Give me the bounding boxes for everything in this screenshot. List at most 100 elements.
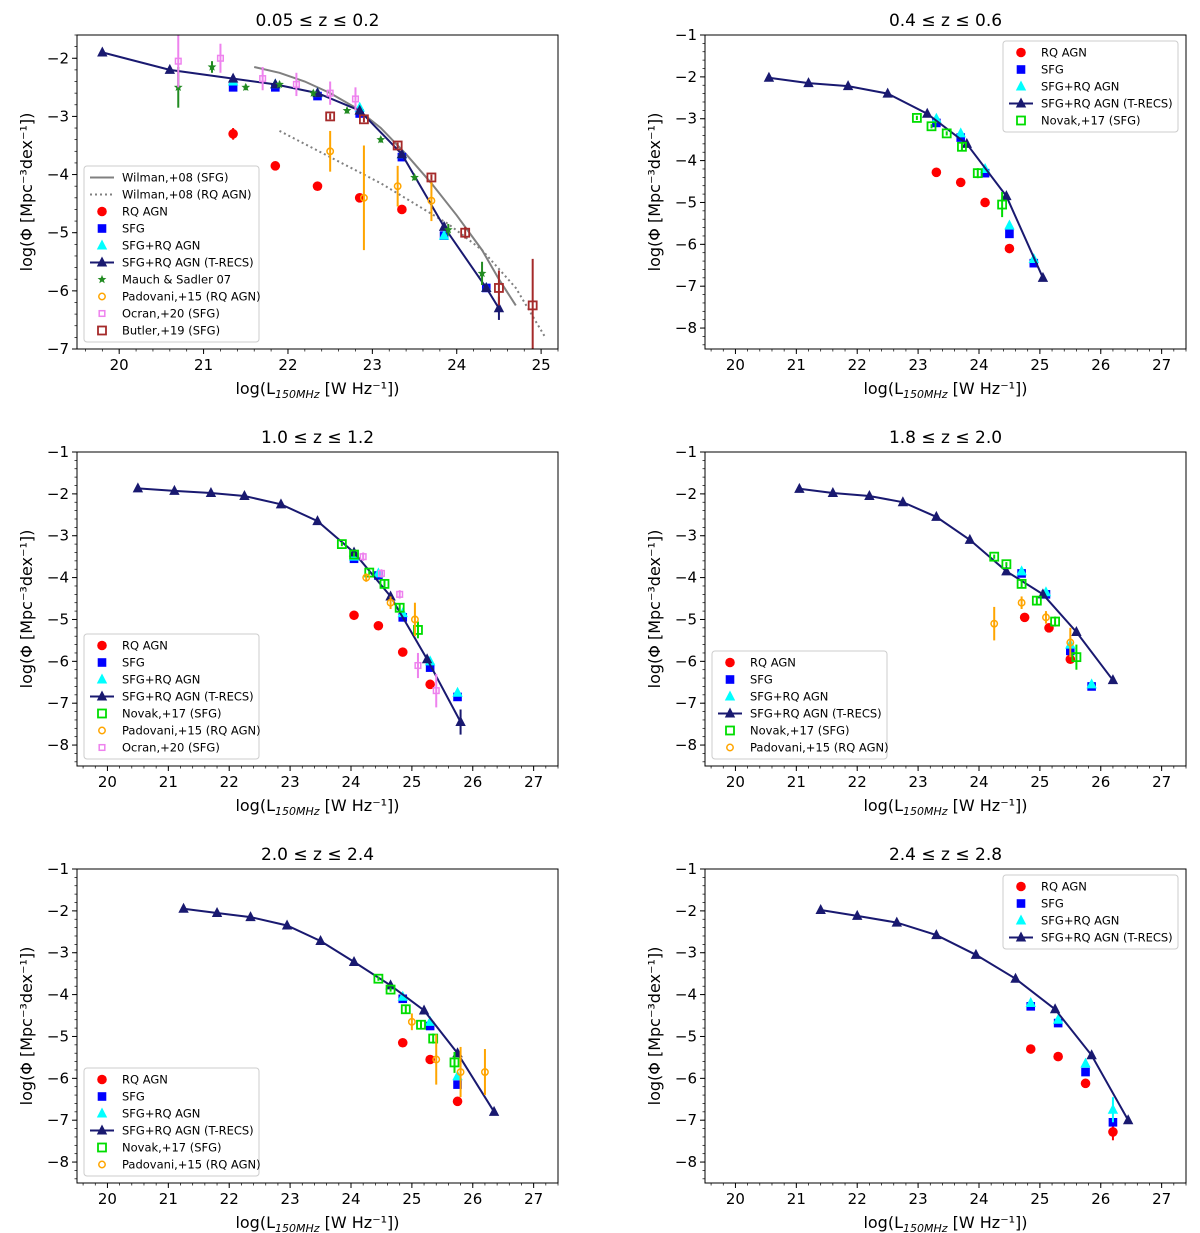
series-ocran xyxy=(174,35,360,111)
x-tick-label: 27 xyxy=(1152,356,1171,374)
series-rq-agn xyxy=(1025,1044,1118,1141)
legend-label: Novak,+17 (SFG) xyxy=(750,724,850,738)
data-point xyxy=(926,121,937,132)
panel-title: 2.4 ≤ z ≤ 2.8 xyxy=(889,845,1002,865)
data-point xyxy=(376,135,386,144)
data-point xyxy=(359,114,369,125)
legend-item: Wilman,+08 (SFG) xyxy=(90,171,228,185)
y-tick-label: −2 xyxy=(675,68,697,86)
y-axis: −8 −7 −6 −5 −4 −3 −2 −1 xyxy=(675,26,705,346)
y-tick-label: −5 xyxy=(675,1027,697,1045)
legend-label: SFG+RQ AGN xyxy=(122,1107,200,1121)
legend-box xyxy=(1002,40,1179,133)
data-point xyxy=(477,268,487,278)
x-axis-label-subscript: 150MHz xyxy=(903,1222,948,1233)
data-point xyxy=(827,487,839,498)
legend-label: SFG xyxy=(750,673,773,687)
legend-item: RQ AGN xyxy=(725,656,796,670)
legend-label: SFG xyxy=(122,1090,145,1104)
x-tick-label: 23 xyxy=(909,1190,928,1208)
data-point xyxy=(394,602,405,613)
data-point xyxy=(169,484,180,495)
series-padovani xyxy=(362,573,419,637)
data-point xyxy=(955,177,966,188)
data-layer xyxy=(794,482,1119,691)
data-point xyxy=(1086,1049,1097,1060)
y-tick-label: −2 xyxy=(675,902,697,920)
legend-marker xyxy=(97,1142,107,1153)
y-tick-label: −4 xyxy=(675,986,697,1004)
series-t-recs xyxy=(815,904,1134,1125)
series-line xyxy=(102,51,500,309)
panel-title: 2.0 ≤ z ≤ 2.4 xyxy=(261,845,374,865)
data-point xyxy=(325,111,336,122)
legend-marker xyxy=(98,1160,106,1169)
data-point xyxy=(342,105,352,115)
data-point xyxy=(1031,595,1042,606)
x-tick-label: 23 xyxy=(909,773,928,791)
legend-label: SFG+RQ AGN xyxy=(122,239,200,253)
y-tick-label: −7 xyxy=(47,694,69,712)
x-tick-label: 22 xyxy=(220,1190,239,1208)
data-point xyxy=(452,1096,463,1107)
data-point xyxy=(275,498,287,509)
data-point xyxy=(359,193,368,202)
y-tick-label: −4 xyxy=(47,166,69,184)
data-point xyxy=(882,87,893,98)
legend-label: SFG+RQ AGN (T-RECS) xyxy=(122,690,254,704)
x-tick-label: 20 xyxy=(726,773,745,791)
legend-label: SFG+RQ AGN (T-RECS) xyxy=(122,256,254,270)
y-tick-label: −8 xyxy=(675,1153,697,1171)
x-axis-label-subscript: 150MHz xyxy=(275,388,320,401)
data-point xyxy=(997,199,1008,210)
x-tick-label: 20 xyxy=(98,773,117,791)
legend-item: SFG+RQ AGN (T-RECS) xyxy=(1009,97,1173,111)
legend-label: SFG+RQ AGN xyxy=(1041,80,1119,94)
x-tick-label: 26 xyxy=(1091,1190,1110,1208)
data-point xyxy=(956,133,966,142)
data-point xyxy=(396,148,408,159)
data-point xyxy=(393,182,402,191)
x-axis-label-prefix: log(L xyxy=(235,796,275,815)
x-tick-label: 25 xyxy=(402,1190,421,1208)
legend-label: SFG xyxy=(1041,63,1064,77)
data-point xyxy=(132,482,144,493)
x-axis-label-prefix: log(L xyxy=(863,379,903,398)
x-tick-label: 24 xyxy=(969,356,988,374)
series-line xyxy=(279,130,547,338)
data-point xyxy=(481,281,492,292)
legend-label: SFG xyxy=(1041,897,1064,911)
data-point xyxy=(1037,271,1049,282)
legend-label: Wilman,+08 (SFG) xyxy=(122,171,228,185)
legend-label: RQ AGN xyxy=(1041,880,1087,894)
legend-label: SFG+RQ AGN (T-RECS) xyxy=(122,1124,254,1138)
y-tick-label: −2 xyxy=(47,49,69,67)
data-point xyxy=(1049,1003,1061,1014)
series-sfg-rq-agn xyxy=(1025,996,1119,1123)
legend-label: Novak,+17 (SFG) xyxy=(1041,114,1141,128)
legend-item: SFG+RQ AGN xyxy=(1015,914,1119,928)
data-point xyxy=(1016,578,1027,589)
series-line xyxy=(137,487,462,723)
legend-marker xyxy=(724,690,736,701)
y-tick-label: −6 xyxy=(675,235,697,253)
data-point xyxy=(326,147,335,156)
y-tick-label: −7 xyxy=(47,1111,69,1129)
legend: RQ AGN SFG SFG+RQ AGN SFG+RQ AGN (T-RECS) No… xyxy=(711,650,889,760)
data-point xyxy=(1016,565,1027,576)
x-axis: 20 21 22 23 24 25 26 27 xyxy=(710,766,1187,791)
y-tick-label: −7 xyxy=(675,1111,697,1129)
data-point xyxy=(460,227,471,238)
legend-label: RQ AGN xyxy=(122,639,168,653)
x-tick-label: 20 xyxy=(98,1190,117,1208)
legend-marker xyxy=(97,325,107,336)
x-tick-label: 24 xyxy=(341,773,360,791)
legend-label: Padovani,+15 (RQ AGN) xyxy=(122,1158,261,1172)
panel-4: 1.8 ≤ z ≤ 2.020 21 22 23 24 25 26 27−8−7−6−5−4−… xyxy=(645,428,1187,818)
data-point xyxy=(488,1105,500,1116)
legend-item: Padovani,+15 (RQ AGN) xyxy=(98,290,261,304)
y-axis: −8 −7 −6 −5 −4 −3 −2 −1 xyxy=(47,860,77,1180)
data-point xyxy=(842,80,854,91)
data-point xyxy=(211,906,223,917)
series-line xyxy=(183,907,495,1113)
